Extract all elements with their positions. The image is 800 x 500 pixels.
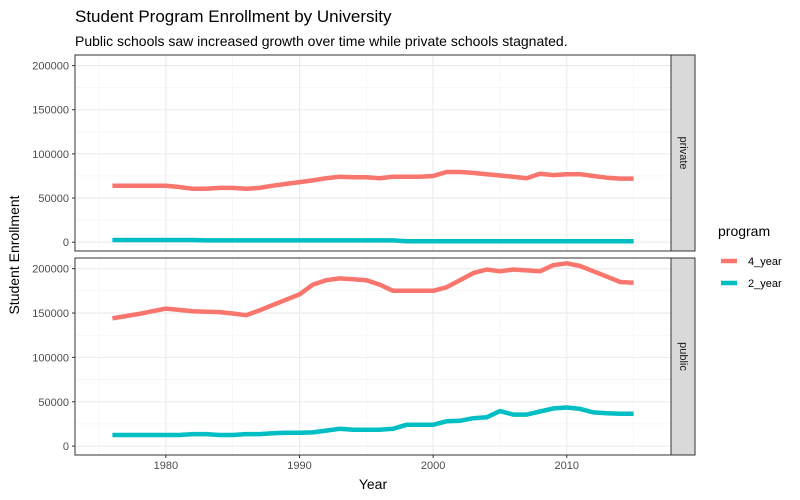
y-tick-label: 0 xyxy=(63,441,69,453)
chart-title: Student Program Enrollment by University xyxy=(75,7,392,26)
x-tick-label: 1990 xyxy=(287,460,311,472)
y-tick-label: 50000 xyxy=(38,193,69,205)
y-axis-title: Student Enrollment xyxy=(6,195,22,314)
series-line-public-4_year xyxy=(112,261,634,321)
y-tick-label: 200000 xyxy=(32,61,69,73)
y-tick-label: 100000 xyxy=(32,352,69,364)
y-tick-label: 150000 xyxy=(32,308,69,320)
series-line-private-2_year xyxy=(112,237,634,244)
series-line-private-4_year xyxy=(112,169,634,192)
x-tick-label: 2000 xyxy=(421,460,445,472)
chart-subtitle: Public schools saw increased growth over… xyxy=(75,33,568,49)
y-tick-label: 50000 xyxy=(38,397,69,409)
x-tick-label: 1980 xyxy=(154,460,178,472)
panel-border-private xyxy=(74,54,672,252)
y-tick-label: 0 xyxy=(63,237,69,249)
legend-label-4_year: 4_year xyxy=(748,256,782,268)
x-tick-label: 2010 xyxy=(555,460,579,472)
x-axis-title: Year xyxy=(359,476,388,492)
y-tick-label: 100000 xyxy=(32,149,69,161)
panel-border-public xyxy=(74,257,672,456)
facet-strip-public xyxy=(670,257,696,456)
series-line-public-2_year xyxy=(112,405,634,438)
legend-title: program xyxy=(718,223,770,239)
y-tick-label: 150000 xyxy=(32,105,69,117)
y-tick-label: 200000 xyxy=(32,264,69,276)
legend-label-2_year: 2_year xyxy=(748,278,782,290)
facet-strip-private xyxy=(670,54,696,252)
facet-strip-label: public xyxy=(677,342,689,371)
facet-strip-label: private xyxy=(677,136,689,169)
